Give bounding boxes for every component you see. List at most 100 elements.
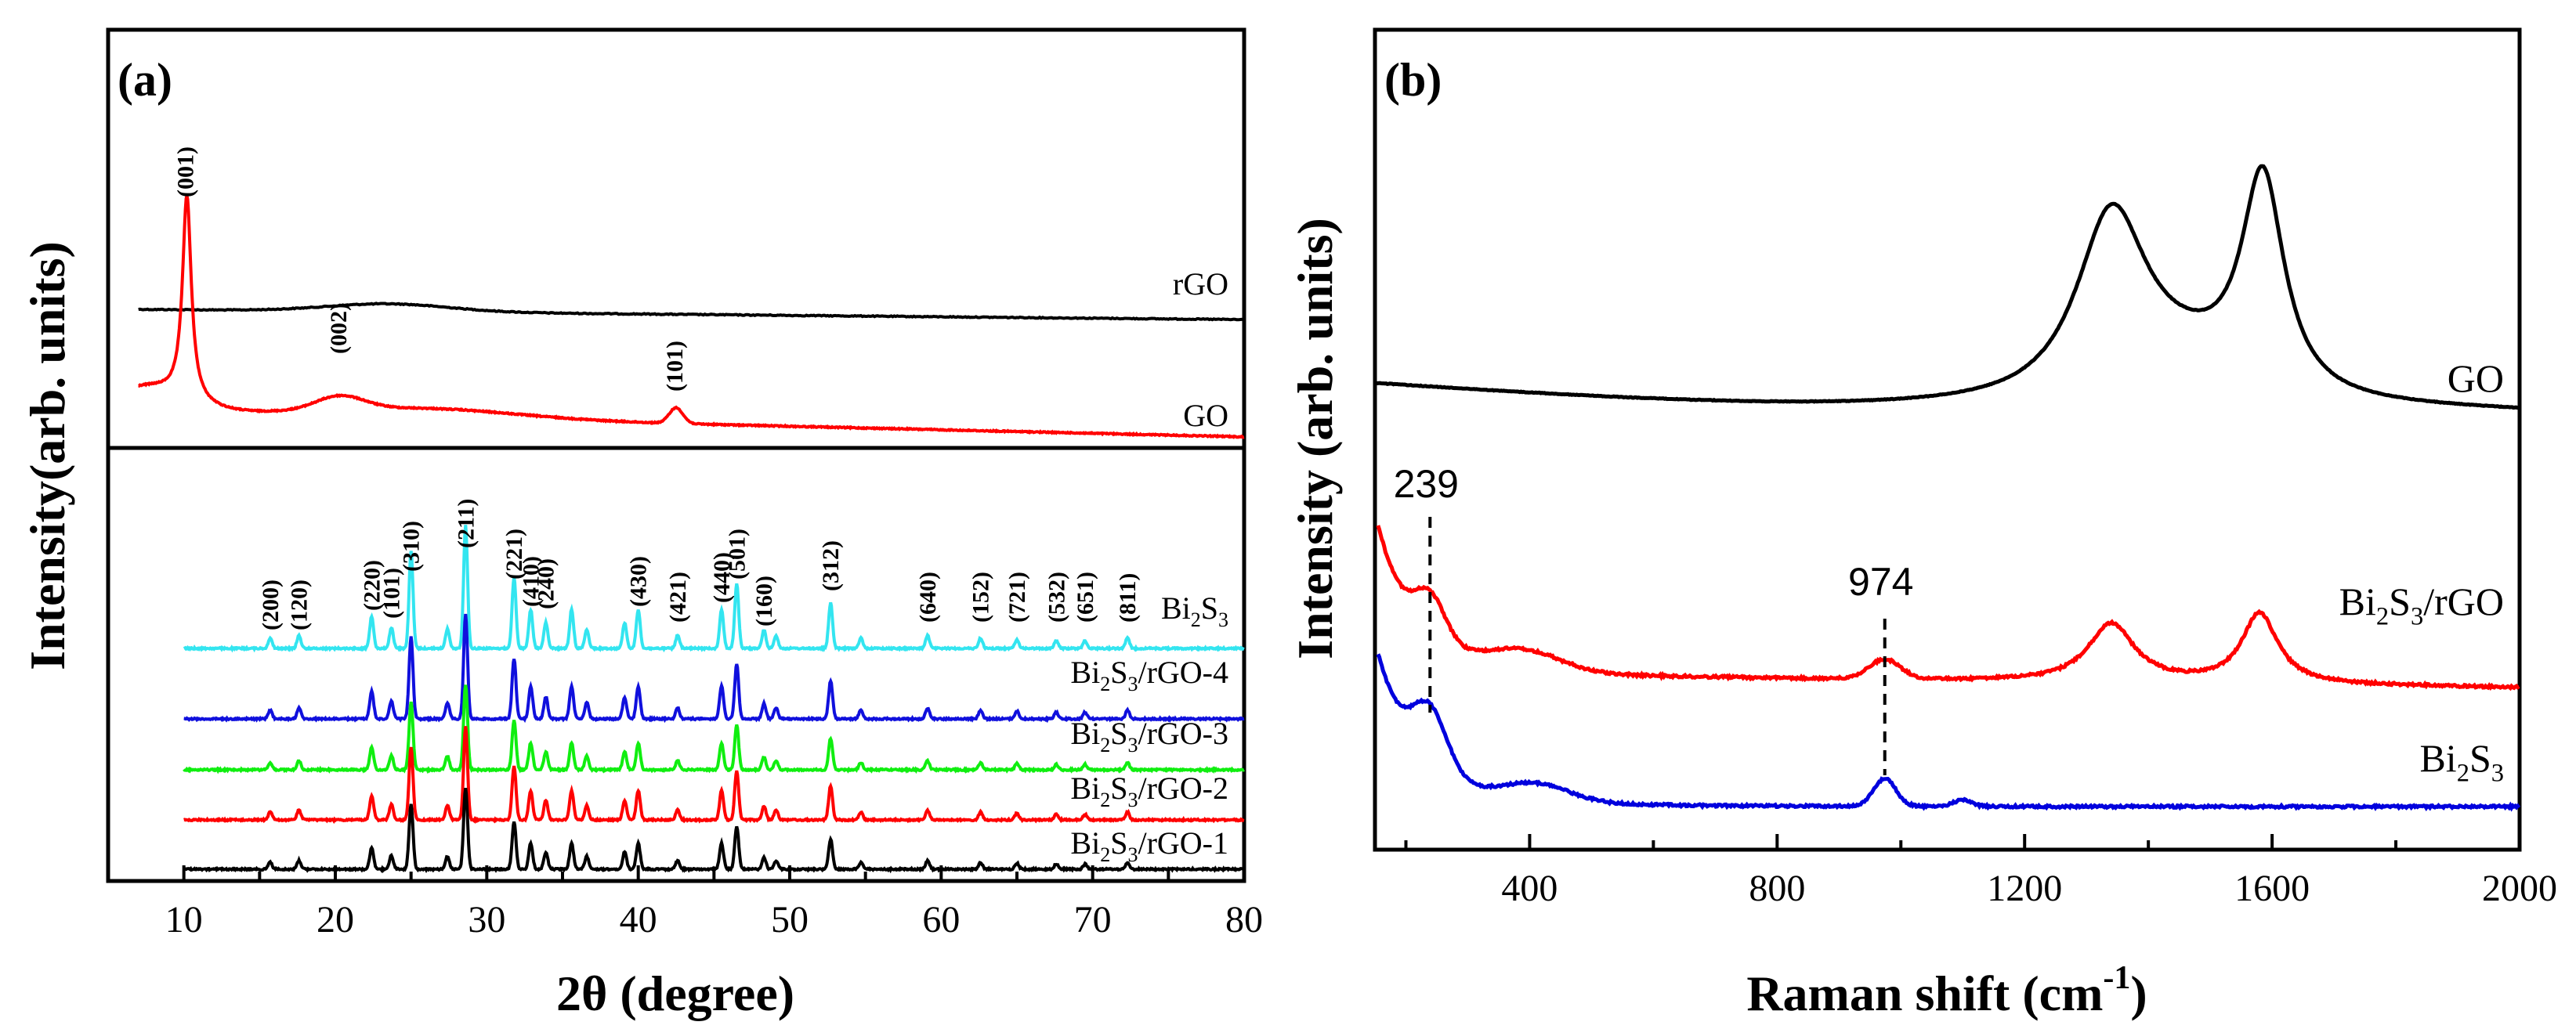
annotation-label: 239 [1394, 462, 1459, 506]
x-tick-label-b: 2000 [2482, 868, 2557, 909]
x-tick-label-a: 40 [620, 899, 657, 941]
series-bi2s3-rgo-1-label-part: Bi [1070, 825, 1100, 861]
bi2s3-peak-hkl: (120) [287, 579, 313, 630]
x-tick-label-b: 400 [1501, 868, 1558, 909]
bi2s3-peak-hkl: (101) [379, 568, 405, 619]
series-rgo-line [138, 301, 1245, 322]
x-tick-label-a: 60 [922, 899, 960, 941]
panel-a-bottom-plot: Bi2S3Bi2S3/rGO-4Bi2S3/rGO-3Bi2S3/rGO-2Bi… [183, 499, 1246, 874]
series-bi2s3-rgo-1-label-part: /rGO-1 [1138, 825, 1228, 861]
series-bi2s3-rgo-4-label-part: Bi [1070, 655, 1100, 690]
x-tick-label-b: 1600 [2234, 868, 2310, 909]
series-go-raman-line [1374, 164, 2520, 410]
x-tick-label-a: 10 [165, 899, 203, 941]
series-bi2s3-rgo-raman-label: Bi2S3/rGO [2339, 579, 2504, 631]
series-bi2s3-rgo-4-label-part: S [1110, 655, 1127, 690]
series-bi2s3-rgo-3-line [183, 684, 1246, 774]
annotation-label: 974 [1848, 560, 1913, 604]
series-go-raman-label: GO [2448, 356, 2504, 400]
panel-b-x-label-sup: -1 [2103, 960, 2130, 996]
series-bi2s3-raman-label-part: Bi [2419, 736, 2456, 780]
series-bi2s3-rgo-raman-line [1376, 525, 2520, 691]
series-rgo-label: rGO [1173, 266, 1228, 301]
series-bi2s3-label-part: S [1201, 590, 1218, 626]
series-bi2s3-rgo-2-label-part: /rGO-2 [1138, 771, 1228, 806]
series-go-label-part: GO [1183, 398, 1228, 433]
bi2s3-peak-hkl: (160) [751, 576, 777, 626]
series-bi2s3-rgo-raman-label-part: /rGO [2423, 579, 2504, 623]
go-peak-hkl: (101) [662, 341, 688, 392]
series-bi2s3-rgo-raman-label-part: S [2389, 579, 2411, 623]
panel-a-x-axis: 10 20 30 40 50 60 70 80 [107, 865, 1263, 941]
bi2s3-peak-hkl: (811) [1115, 573, 1141, 623]
bi2s3-peak-hkl: (640) [915, 572, 941, 623]
panel-a-x-label: 2θ (degree) [556, 966, 794, 1021]
panel-b-label: (b) [1384, 54, 1442, 106]
series-bi2s3-label-part: Bi [1161, 590, 1191, 626]
series-bi2s3-rgo-1-label-part: 3 [1127, 843, 1138, 866]
series-bi2s3-rgo-3-label-part: S [1110, 716, 1127, 751]
series-bi2s3-rgo-2-label-part: S [1110, 771, 1127, 806]
bi2s3-peak-hkl: (312) [818, 540, 844, 591]
panel-a-label: (a) [118, 54, 172, 106]
series-bi2s3-rgo-4-label-part: 3 [1127, 673, 1138, 695]
panel-b-x-label: Raman shift (cm-1) [1746, 960, 2147, 1021]
series-bi2s3-rgo-2-line [183, 726, 1245, 825]
bi2s3-peak-hkl: (221) [501, 529, 527, 579]
panel-b-x-label-main: Raman shift (cm [1746, 966, 2103, 1021]
bi2s3-peak-hkl: (200) [258, 579, 284, 630]
series-go-raman-label-part: GO [2448, 356, 2504, 400]
panel-b-frame [1373, 27, 2522, 852]
series-bi2s3-rgo-2-label: Bi2S3/rGO-2 [1070, 771, 1228, 811]
series-bi2s3-rgo-3-label-part: 2 [1100, 734, 1110, 756]
series-bi2s3-rgo-1-label-part: S [1110, 825, 1127, 861]
series-bi2s3-rgo-1-label-part: 2 [1100, 843, 1110, 866]
series-bi2s3-rgo-3-label-part: Bi [1070, 716, 1100, 751]
series-bi2s3-rgo-1-line [183, 787, 1246, 874]
series-rgo-label-part: rGO [1173, 266, 1228, 301]
x-tick-label-b: 1200 [1987, 868, 2062, 909]
series-bi2s3-raman-label-part: 2 [2457, 760, 2469, 788]
bi2s3-peak-hkl: (430) [626, 556, 652, 607]
x-tick-label-a: 50 [771, 899, 809, 941]
bi2s3-peak-hkl: (651) [1073, 572, 1098, 623]
bi2s3-peak-hkl: (421) [665, 572, 691, 623]
series-bi2s3-line [183, 525, 1245, 653]
x-tick-label-b: 800 [1749, 868, 1805, 909]
bi2s3-peak-hkl: (440) [709, 552, 735, 603]
series-bi2s3-rgo-4-label-part: 2 [1100, 673, 1110, 695]
go-peak-hkl: (001) [173, 146, 199, 197]
series-bi2s3-rgo-4-label: Bi2S3/rGO-4 [1070, 655, 1228, 695]
bi2s3-peak-hkl: (501) [724, 529, 750, 579]
go-peak-hkl: (002) [326, 303, 352, 354]
series-bi2s3-rgo-4-label-part: /rGO-4 [1138, 655, 1228, 690]
bi2s3-peak-hkl: (721) [1004, 572, 1030, 623]
x-tick-label-a: 30 [468, 899, 505, 941]
series-bi2s3-label: Bi2S3 [1161, 590, 1228, 631]
panel-b-x-label-close: ) [2130, 966, 2147, 1021]
series-go-label: GO [1183, 398, 1228, 433]
panel-b-y-label: Intensity (arb. units) [1287, 218, 1343, 659]
bi2s3-peak-hkl: (211) [453, 499, 479, 548]
bi2s3-peak-hkl: (532) [1044, 572, 1069, 623]
panel-b-x-axis: 400 800 1200 1600 2000 [1404, 834, 2557, 909]
series-go-line [138, 195, 1245, 439]
series-bi2s3-rgo-3-label-part: 3 [1127, 734, 1138, 756]
bi2s3-peak-hkl: (220) [359, 560, 385, 611]
series-bi2s3-raman-label-part: 3 [2491, 760, 2504, 788]
panel-a-y-label: Intensity(arb. units) [20, 241, 75, 670]
panel-a-top-plot: rGO GO (001) (002) (101) [138, 146, 1245, 439]
x-tick-label-a: 70 [1074, 899, 1112, 941]
panel-a-frame [106, 27, 1246, 883]
x-tick-label-a: 20 [317, 899, 354, 941]
series-bi2s3-rgo-4-line [183, 613, 1245, 724]
series-bi2s3-rgo-raman-label-part: 2 [2376, 603, 2389, 631]
series-bi2s3-rgo-2-label-part: 2 [1100, 789, 1110, 811]
bi2s3-peak-hkl: (152) [968, 572, 994, 623]
series-bi2s3-rgo-raman-label-part: Bi [2339, 579, 2376, 623]
bi2s3-peak-hkl: (310) [399, 521, 425, 572]
bi2s3-peak-hkl: (240) [534, 558, 559, 609]
